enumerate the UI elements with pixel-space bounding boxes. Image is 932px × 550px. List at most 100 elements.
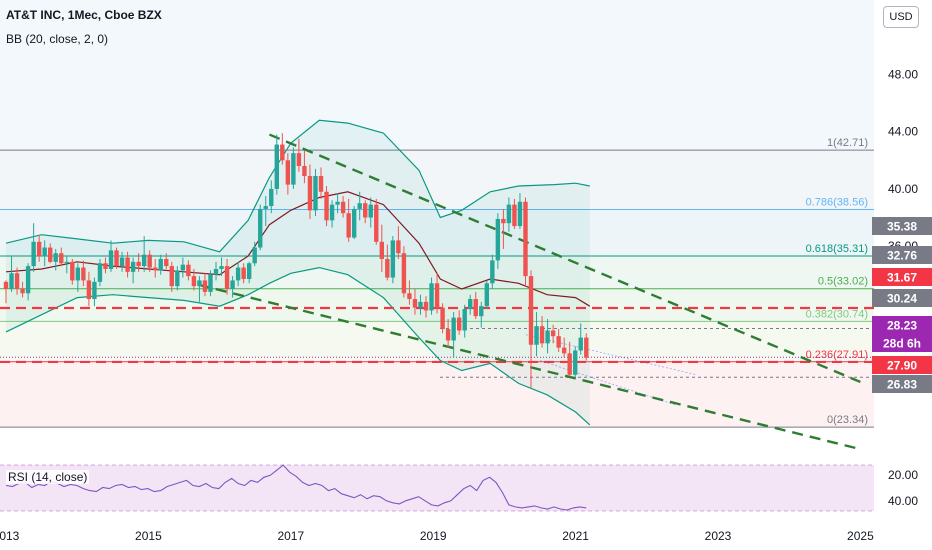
candle-body (252, 247, 257, 264)
candle-body (9, 273, 14, 289)
candle-body (108, 250, 114, 269)
candle-body (224, 266, 230, 289)
price-badge (872, 268, 932, 286)
candle-body (14, 273, 20, 289)
candle-body (186, 264, 191, 277)
candle-body (517, 201, 523, 227)
candle-body (584, 337, 589, 358)
candle-body (291, 153, 296, 185)
candle-body (125, 257, 130, 272)
candle-body (302, 166, 307, 177)
candle-body (456, 317, 462, 331)
candle-body (202, 280, 208, 292)
candle-body (75, 267, 81, 281)
candle-body (246, 263, 252, 279)
candle-body (462, 309, 467, 331)
price-badge-label: 27.90 (887, 359, 917, 373)
candle-body (230, 280, 235, 289)
trendline (197, 283, 861, 451)
candle-body (86, 280, 92, 300)
candle-body (528, 276, 534, 345)
price-badge (872, 334, 932, 352)
candle-body (313, 176, 318, 211)
candle-body (484, 283, 490, 307)
candle-body (357, 203, 362, 209)
candle-body (423, 301, 429, 311)
price-badge-label: 30.24 (887, 292, 917, 306)
candle-body (191, 276, 197, 287)
candle-body (573, 350, 578, 375)
fib-level-label: 1(42.71) (827, 137, 868, 149)
candle-body (274, 144, 279, 189)
candle-body (36, 241, 42, 257)
price-badge-label: 28.23 (887, 319, 917, 333)
fib-zone (0, 150, 874, 210)
candle-body (263, 206, 268, 209)
rsi-tick-label: 40.00 (888, 494, 918, 508)
price-tick-label: 40.00 (888, 182, 918, 196)
candle-body (374, 204, 379, 242)
candle-body (473, 299, 478, 317)
candle-body (103, 263, 108, 269)
chart-title: AT&T INC, 1Mec, Cboe BZX (6, 8, 162, 22)
candle-body (318, 176, 324, 192)
fib-level-label: 0.618(35.31) (806, 243, 868, 255)
candle-body (561, 347, 567, 354)
candle-body (25, 266, 31, 294)
candle-body (31, 241, 36, 267)
candle-body (114, 250, 119, 267)
price-badge-label: 26.83 (887, 378, 917, 392)
candle-body (136, 261, 141, 267)
candle-body (545, 330, 550, 344)
candle-body (70, 261, 75, 281)
candle-body (42, 247, 47, 257)
candle-body (97, 263, 103, 282)
time-tick-label: 2015 (135, 529, 162, 543)
currency-button[interactable]: USD (883, 6, 919, 28)
candle-body (434, 283, 440, 308)
candle-body (213, 268, 219, 275)
time-tick-label: 2017 (277, 529, 304, 543)
candle-body (208, 274, 213, 292)
fib-level-label: 0.786(38.56) (806, 196, 868, 208)
time-tick-label: 2023 (705, 529, 732, 543)
candle-body (158, 258, 163, 271)
candle-body (385, 258, 390, 278)
fib-level-label: 0.5(33.02) (818, 276, 868, 288)
fib-level-label: 0(23.34) (827, 414, 868, 426)
candle-body (578, 337, 583, 351)
candle-body (340, 201, 346, 214)
candle-body (335, 201, 340, 205)
candle-body (512, 204, 517, 227)
candle-body (296, 153, 302, 167)
candle-body (567, 353, 572, 375)
price-tick-label: 20.00 (888, 468, 918, 482)
candle-body (3, 281, 9, 289)
candle-body (130, 261, 136, 272)
candle-body (495, 218, 501, 261)
candle-body (429, 283, 434, 311)
price-badge (872, 246, 932, 264)
candle-body (59, 253, 64, 264)
price-badge-label: 32.76 (887, 249, 917, 263)
candle-body (92, 281, 97, 300)
candle-body (258, 208, 263, 248)
candle-body (307, 176, 313, 211)
fib-zone (0, 361, 874, 428)
candle-body (180, 264, 186, 271)
candle-body (490, 260, 495, 284)
rsi-indicator-label[interactable]: RSI (14, close) (6, 470, 90, 484)
candle-body (412, 299, 418, 308)
price-badge (872, 375, 932, 393)
candle-body (396, 240, 401, 254)
bb-upper-line (5, 119, 590, 253)
candle-body (235, 267, 241, 281)
candle-body (119, 257, 125, 267)
candle-body (468, 299, 473, 310)
bb-indicator-label[interactable]: BB (20, close, 2, 0) (6, 32, 109, 46)
fib-zone (0, 209, 874, 256)
candle-body (219, 266, 224, 269)
bb-basis-line (5, 191, 591, 307)
price-tick-label: 44.00 (888, 125, 918, 139)
